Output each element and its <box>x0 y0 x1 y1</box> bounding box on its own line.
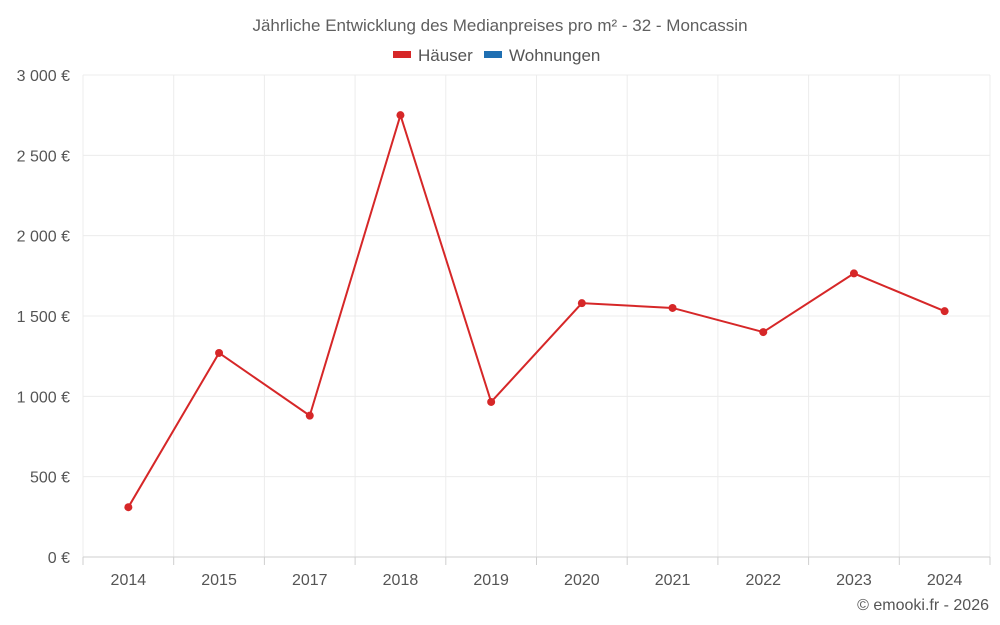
x-tick-label: 2015 <box>201 572 237 589</box>
data-point <box>849 269 858 278</box>
y-tick-label: 0 € <box>48 550 70 567</box>
y-tick-label: 1 500 € <box>17 309 70 326</box>
credit-text: © emooki.fr - 2026 <box>857 597 989 614</box>
y-tick-label: 500 € <box>30 470 70 487</box>
y-tick-label: 3 000 € <box>17 68 70 85</box>
y-tick-label: 2 000 € <box>17 229 70 246</box>
x-tick-label: 2020 <box>564 572 600 589</box>
x-tick-label: 2024 <box>927 572 963 589</box>
legend-item-wohnungen[interactable]: Wohnungen <box>484 46 600 65</box>
legend-swatch-haeuser <box>393 51 411 58</box>
x-tick-label: 2017 <box>292 572 328 589</box>
legend-label-wohnungen: Wohnungen <box>509 46 600 65</box>
data-point <box>124 503 133 512</box>
x-tick-label: 2023 <box>836 572 872 589</box>
x-tick-label: 2018 <box>383 572 419 589</box>
series-layer <box>124 111 949 512</box>
data-point <box>577 299 586 308</box>
data-point <box>396 111 405 120</box>
legend: Häuser Wohnungen <box>393 46 600 65</box>
data-point <box>940 307 949 316</box>
data-point <box>487 397 496 406</box>
y-tick-label: 2 500 € <box>17 148 70 165</box>
x-tick-label: 2014 <box>111 572 147 589</box>
data-point <box>305 411 314 420</box>
data-point <box>759 328 768 337</box>
data-point <box>215 348 224 357</box>
grid-layer <box>82 74 991 557</box>
data-point <box>668 303 677 312</box>
legend-swatch-wohnungen <box>484 51 502 58</box>
axis-layer: 0 € 500 € 1 000 € 1 500 € 2 000 € 2 500 € 3 00… <box>17 68 991 589</box>
x-tick-label: 2022 <box>745 572 781 589</box>
x-tick-label: 2021 <box>655 572 691 589</box>
y-tick-label: 1 000 € <box>17 389 70 406</box>
x-tick-label: 2019 <box>473 572 509 589</box>
series-line <box>127 111 946 508</box>
chart-title: Jährliche Entwicklung des Medianpreises … <box>252 16 747 35</box>
legend-label-haeuser: Häuser <box>418 46 473 65</box>
legend-item-haeuser[interactable]: Häuser <box>393 46 473 65</box>
